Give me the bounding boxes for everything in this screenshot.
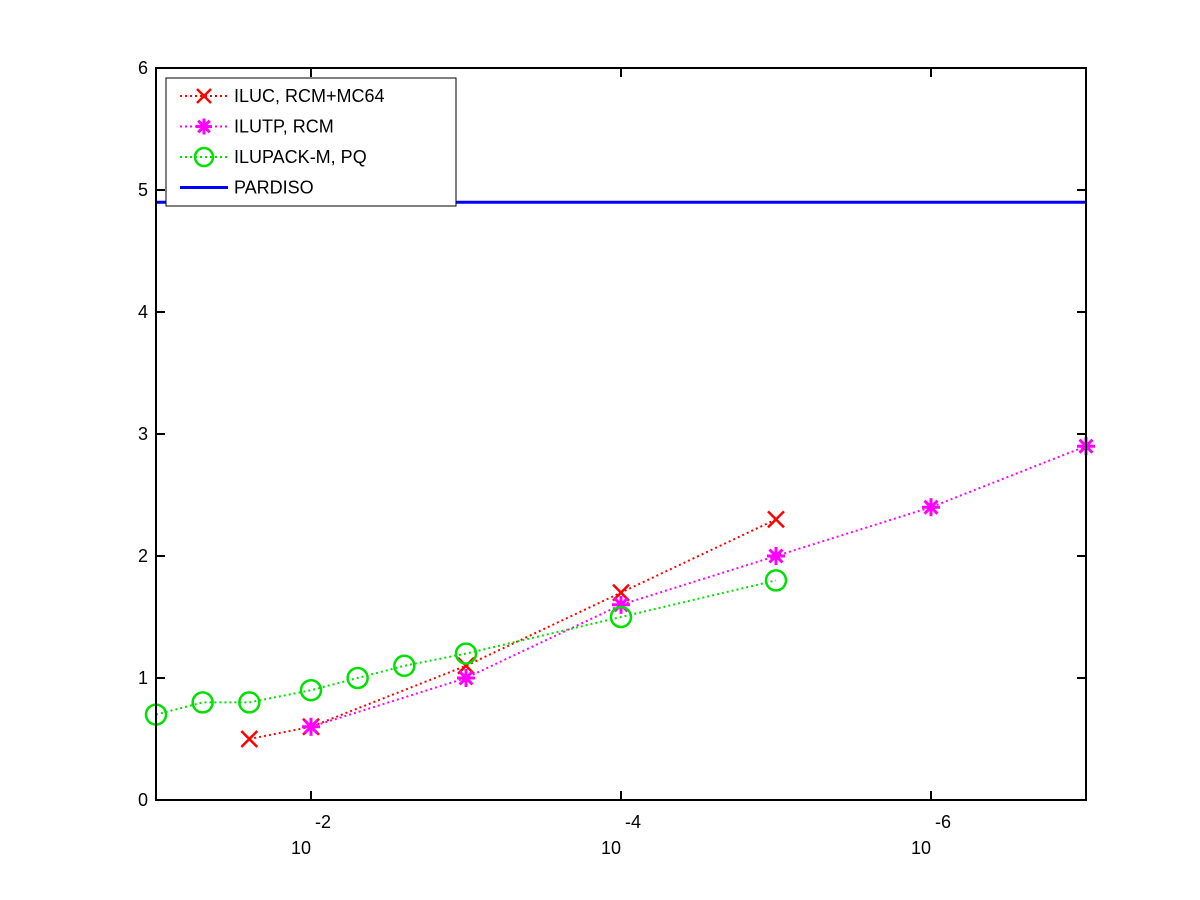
legend-box (165, 77, 457, 207)
data-point (196, 88, 212, 104)
data-point (767, 547, 785, 565)
data-point (609, 605, 633, 629)
legend-item: ILUC, RCM+MC64 (180, 86, 385, 106)
data-point (764, 569, 788, 592)
legend-label: ILUTP, RCM (234, 117, 334, 137)
data-point (767, 510, 785, 529)
series-line (249, 518, 777, 740)
legend-label: ILUPACK-M, PQ (234, 147, 367, 167)
y-tick-label: 4 (138, 302, 148, 322)
data-point (346, 666, 369, 690)
data-point (922, 498, 940, 517)
x-tick-base: 10 (601, 838, 621, 858)
legend-item: ILUTP, RCM (180, 117, 334, 137)
legend-item: PARDISO (180, 178, 314, 198)
data-point (302, 717, 320, 736)
x-tick-exponent: -4 (625, 812, 641, 832)
data-point (299, 678, 323, 702)
legend: ILUC, RCM+MC64 ILUTP, RCM ILUPACK-M, PQ PAR… (165, 77, 457, 207)
series-layer (144, 200, 1095, 748)
y-tick-label: 1 (138, 668, 148, 688)
y-tick-label: 0 (138, 790, 148, 810)
data-point (240, 730, 259, 748)
y-tick-label: 6 (138, 58, 148, 78)
data-point (457, 669, 475, 687)
series-iluc-rcm-mc64 (240, 510, 785, 748)
x-tick-base: 10 (291, 838, 311, 858)
y-tick-label: 2 (138, 546, 148, 566)
legend-item: ILUPACK-M, PQ (180, 146, 367, 168)
legend-label: PARDISO (234, 178, 314, 198)
data-point (454, 642, 478, 665)
x-tick-exponent: -2 (315, 812, 331, 832)
data-point (191, 691, 214, 714)
y-tick-label: 3 (138, 424, 148, 444)
legend-label: ILUC, RCM+MC64 (234, 86, 385, 106)
data-point (196, 118, 212, 135)
x-tick-exponent: -6 (935, 812, 951, 832)
x-tick-base: 10 (911, 838, 931, 858)
data-point (193, 146, 215, 168)
data-point (612, 595, 630, 614)
series-line (310, 445, 1087, 728)
data-point (393, 654, 416, 678)
y-tick-label: 5 (138, 180, 148, 200)
series-ilupack-m-pq (144, 569, 788, 726)
series-line (155, 579, 777, 716)
series-ilutp-rcm (302, 437, 1095, 736)
data-point (238, 691, 261, 714)
